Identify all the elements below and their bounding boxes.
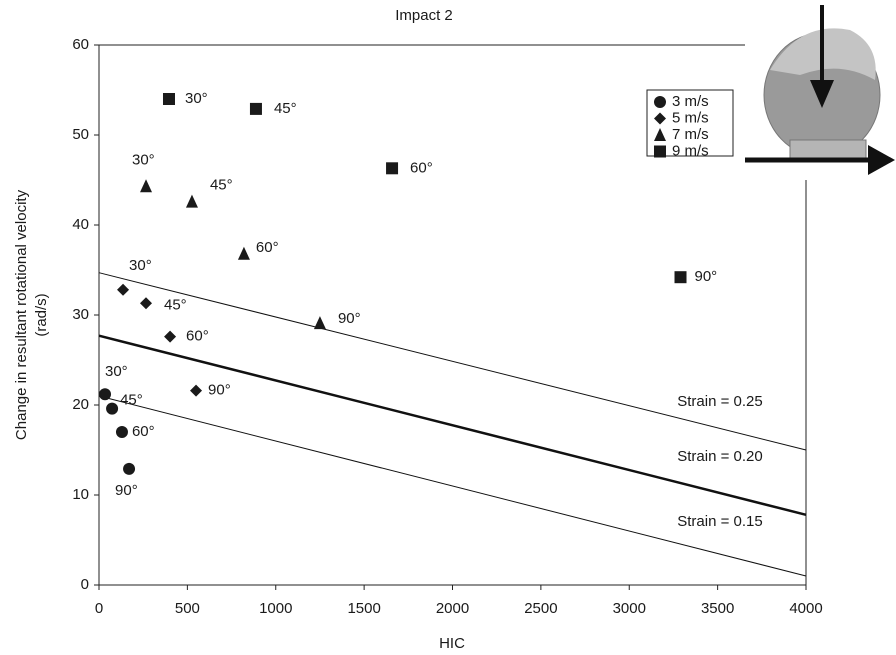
point-label: 60° bbox=[410, 159, 433, 176]
point-label: 60° bbox=[256, 239, 279, 256]
legend-label: 3 m/s bbox=[672, 93, 709, 110]
x-tick-label: 4000 bbox=[789, 600, 822, 617]
strain-label: Strain = 0.20 bbox=[677, 448, 762, 465]
point-label: 90° bbox=[338, 310, 361, 327]
point-label: 45° bbox=[210, 177, 233, 194]
point-label: 60° bbox=[186, 328, 209, 345]
y-tick-label: 40 bbox=[72, 216, 89, 233]
x-tick-label: 500 bbox=[175, 600, 200, 617]
point-label: 30° bbox=[185, 90, 208, 107]
point bbox=[162, 93, 175, 105]
point-label: 30° bbox=[132, 151, 155, 168]
y-tick-label: 60 bbox=[72, 36, 89, 53]
legend-label: 9 m/s bbox=[672, 142, 709, 159]
point-label: 30° bbox=[105, 363, 128, 380]
point-label: 90° bbox=[208, 382, 231, 399]
point bbox=[140, 179, 153, 193]
y-axis-label: (rad/s) bbox=[33, 293, 50, 336]
y-tick-label: 0 bbox=[81, 576, 89, 593]
point bbox=[140, 297, 153, 310]
y-tick-label: 10 bbox=[72, 486, 89, 503]
x-tick-label: 2000 bbox=[436, 600, 469, 617]
strain-label: Strain = 0.15 bbox=[677, 513, 762, 530]
point bbox=[99, 388, 112, 401]
point bbox=[237, 246, 250, 260]
strain-line bbox=[98, 272, 807, 451]
x-tick-label: 3000 bbox=[613, 600, 646, 617]
strain-line bbox=[98, 395, 807, 577]
legend-label: 7 m/s bbox=[672, 126, 709, 143]
point bbox=[106, 402, 119, 415]
y-tick-label: 30 bbox=[72, 306, 89, 323]
point bbox=[115, 426, 128, 438]
point bbox=[674, 271, 687, 284]
point bbox=[123, 462, 136, 475]
legend: 3 m/s5 m/s7 m/s9 m/s bbox=[646, 89, 734, 159]
point bbox=[164, 330, 177, 343]
legend-marker bbox=[654, 145, 666, 158]
chart-title: Impact 2 bbox=[395, 7, 453, 24]
point-label: 90° bbox=[695, 268, 718, 285]
point bbox=[386, 162, 399, 175]
y-tick-label: 50 bbox=[72, 126, 89, 143]
x-tick-label: 2500 bbox=[524, 600, 557, 617]
direction-arrow-head bbox=[868, 145, 895, 175]
legend-marker bbox=[654, 112, 666, 125]
legend-marker bbox=[654, 96, 666, 108]
x-tick-label: 1000 bbox=[259, 600, 292, 617]
point bbox=[185, 194, 198, 208]
impact-illustration bbox=[745, 5, 895, 175]
point bbox=[117, 283, 130, 296]
y-tick-label: 20 bbox=[72, 396, 89, 413]
impact-arrow-head bbox=[810, 80, 834, 108]
y-axis-label: Change in resultant rotational velocity bbox=[13, 189, 30, 440]
point-label: 30° bbox=[129, 257, 152, 274]
point-label: 60° bbox=[132, 423, 155, 440]
legend-label: 5 m/s bbox=[672, 109, 709, 126]
point bbox=[313, 316, 326, 330]
x-tick-label: 0 bbox=[95, 600, 103, 617]
point-label: 90° bbox=[115, 482, 138, 499]
point bbox=[249, 102, 262, 115]
strain-line bbox=[98, 334, 807, 517]
point-label: 45° bbox=[274, 100, 297, 117]
x-tick-label: 1500 bbox=[347, 600, 380, 617]
strain-label: Strain = 0.25 bbox=[677, 393, 762, 410]
point-label: 45° bbox=[164, 296, 187, 313]
point-label: 45° bbox=[120, 392, 143, 409]
x-tick-label: 3500 bbox=[701, 600, 734, 617]
legend-marker bbox=[654, 128, 666, 141]
x-axis-label: HIC bbox=[439, 635, 465, 652]
point bbox=[190, 384, 203, 397]
